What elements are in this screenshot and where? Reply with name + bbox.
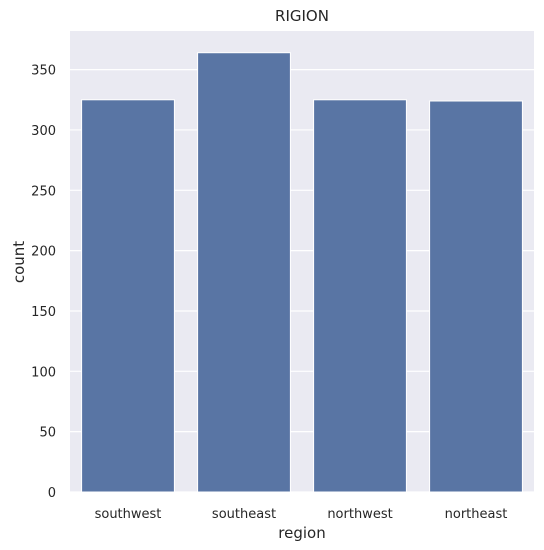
x-axis-ticks: southwest southeast northwest northeast xyxy=(95,507,508,522)
x-axis-label: region xyxy=(278,524,325,542)
x-tick-label: northeast xyxy=(445,507,508,522)
y-tick-label: 0 xyxy=(48,486,56,501)
y-tick-label: 350 xyxy=(31,64,56,79)
x-tick-label: southeast xyxy=(212,507,276,522)
bars xyxy=(81,52,523,493)
x-tick-label: southwest xyxy=(95,507,162,522)
y-axis-label: count xyxy=(10,241,28,283)
y-tick-label: 100 xyxy=(31,365,56,380)
bar-southeast xyxy=(197,52,291,493)
x-tick-label: northwest xyxy=(327,507,392,522)
chart-title: RIGION xyxy=(275,7,329,25)
y-tick-label: 150 xyxy=(31,305,56,320)
y-tick-label: 50 xyxy=(39,426,56,441)
y-axis-ticks: 0 50 100 150 200 250 300 350 xyxy=(31,64,56,501)
bar-southwest xyxy=(81,99,175,493)
bar-northwest xyxy=(313,99,407,493)
y-tick-label: 250 xyxy=(31,184,56,199)
y-tick-label: 300 xyxy=(31,124,56,139)
y-tick-label: 200 xyxy=(31,245,56,260)
bar-northeast xyxy=(429,100,523,493)
